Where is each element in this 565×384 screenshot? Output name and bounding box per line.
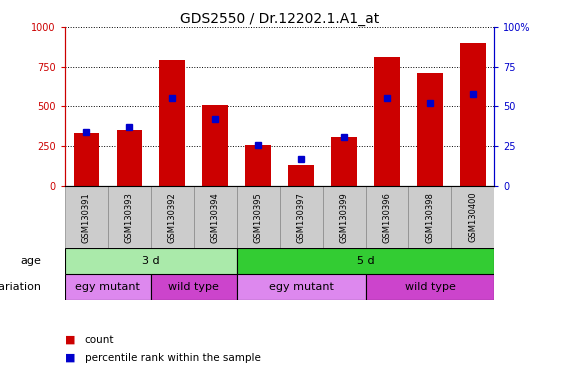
- Text: GSM130396: GSM130396: [383, 192, 392, 243]
- Text: percentile rank within the sample: percentile rank within the sample: [85, 353, 260, 363]
- Bar: [116, 130, 142, 186]
- Bar: [202, 105, 228, 186]
- Text: GSM130393: GSM130393: [125, 192, 134, 243]
- Text: ■: ■: [65, 335, 76, 345]
- Bar: [151, 186, 194, 248]
- Bar: [151, 274, 237, 300]
- Bar: [108, 186, 151, 248]
- Bar: [460, 43, 486, 186]
- Bar: [65, 186, 108, 248]
- Bar: [237, 248, 494, 274]
- Text: 5 d: 5 d: [357, 256, 375, 266]
- Bar: [451, 186, 494, 248]
- Text: egy mutant: egy mutant: [76, 282, 140, 292]
- Text: 3 d: 3 d: [142, 256, 160, 266]
- Bar: [65, 248, 237, 274]
- Bar: [288, 165, 314, 186]
- Bar: [417, 73, 443, 186]
- Bar: [237, 274, 366, 300]
- Bar: [366, 186, 408, 248]
- Text: wild type: wild type: [168, 282, 219, 292]
- Bar: [374, 57, 400, 186]
- Bar: [323, 186, 366, 248]
- Text: GSM130398: GSM130398: [425, 192, 434, 243]
- Bar: [65, 274, 151, 300]
- Text: GSM130400: GSM130400: [468, 192, 477, 242]
- Text: wild type: wild type: [405, 282, 455, 292]
- Text: GSM130395: GSM130395: [254, 192, 263, 243]
- Text: genotype/variation: genotype/variation: [0, 282, 41, 292]
- Text: GSM130399: GSM130399: [340, 192, 349, 243]
- Bar: [237, 186, 280, 248]
- Bar: [194, 186, 237, 248]
- Text: ■: ■: [65, 353, 76, 363]
- Bar: [366, 274, 494, 300]
- Bar: [408, 186, 451, 248]
- Bar: [73, 133, 99, 186]
- Bar: [280, 186, 323, 248]
- Bar: [245, 146, 271, 186]
- Text: GSM130394: GSM130394: [211, 192, 220, 243]
- Text: GSM130397: GSM130397: [297, 192, 306, 243]
- Text: GSM130392: GSM130392: [168, 192, 177, 243]
- Text: egy mutant: egy mutant: [269, 282, 333, 292]
- Title: GDS2550 / Dr.12202.1.A1_at: GDS2550 / Dr.12202.1.A1_at: [180, 12, 379, 26]
- Bar: [159, 60, 185, 186]
- Text: age: age: [20, 256, 41, 266]
- Text: count: count: [85, 335, 114, 345]
- Bar: [331, 137, 357, 186]
- Text: GSM130391: GSM130391: [82, 192, 91, 243]
